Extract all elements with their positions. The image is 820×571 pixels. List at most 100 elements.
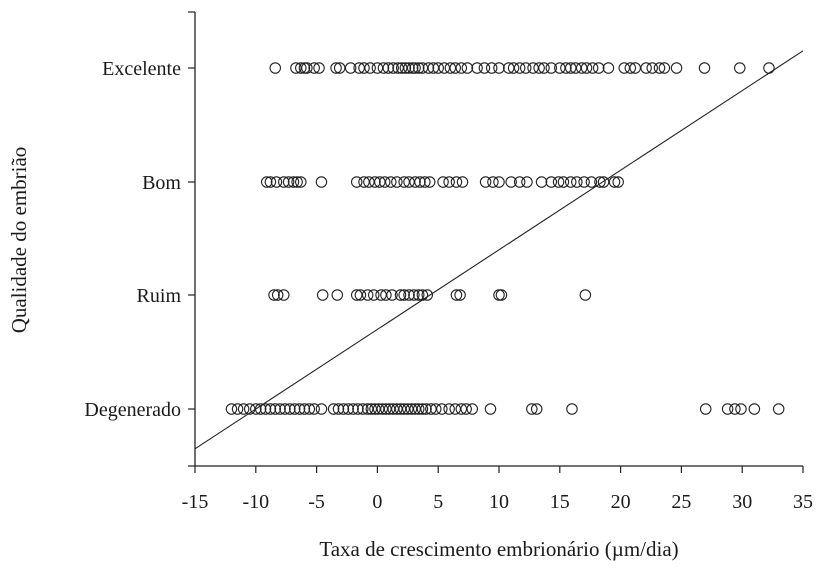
data-point xyxy=(279,403,291,415)
data-point xyxy=(578,176,590,188)
data-point xyxy=(303,403,316,415)
data-point xyxy=(416,403,429,415)
data-point xyxy=(699,403,712,415)
data-point xyxy=(287,176,300,188)
data-point xyxy=(398,176,410,188)
data-point xyxy=(403,62,415,74)
data-point xyxy=(380,403,392,415)
data-point xyxy=(394,403,407,415)
data-point xyxy=(519,62,532,74)
data-point xyxy=(479,176,492,188)
x-tick-label: 0 xyxy=(372,491,382,513)
data-point xyxy=(282,176,295,188)
data-point xyxy=(513,62,526,74)
data-point xyxy=(449,62,461,74)
data-point xyxy=(361,289,374,301)
data-point xyxy=(315,176,328,188)
data-point xyxy=(478,62,491,74)
data-point xyxy=(403,289,415,301)
data-point xyxy=(454,289,466,301)
y-axis-ticks: Degenerado Ruim Bom Excelente xyxy=(84,11,195,467)
data-point xyxy=(378,176,391,188)
x-tick-label: 5 xyxy=(433,491,443,513)
data-point xyxy=(333,62,346,74)
y-axis-title: Qualidade do embrião xyxy=(7,147,31,334)
data-point xyxy=(443,176,455,188)
data-point xyxy=(412,289,425,301)
data-point xyxy=(729,403,741,415)
data-point xyxy=(274,403,286,415)
data-point xyxy=(580,62,593,74)
data-point xyxy=(535,176,548,188)
data-point xyxy=(270,176,283,188)
data-point xyxy=(367,289,380,301)
data-point xyxy=(382,62,395,74)
data-point xyxy=(425,403,437,415)
data-point xyxy=(437,176,449,188)
y-tick-label: Bom xyxy=(142,172,181,194)
data-point xyxy=(380,289,392,301)
x-axis-title: Taxa de crescimento embrionário (µm/dia) xyxy=(319,537,678,561)
data-point xyxy=(670,62,683,74)
data-point xyxy=(377,62,390,74)
data-point xyxy=(521,176,533,188)
data-point xyxy=(450,289,463,301)
data-point xyxy=(586,62,599,74)
data-point xyxy=(420,403,432,415)
data-point xyxy=(721,403,734,415)
plot-area xyxy=(194,50,804,450)
data-point xyxy=(316,289,329,301)
data-point xyxy=(414,176,426,188)
data-point xyxy=(460,403,472,415)
data-point xyxy=(423,176,436,188)
data-point xyxy=(259,403,272,415)
data-point xyxy=(624,62,637,74)
x-axis-ticks: -15 -10 -5 0 5 10 15 20 25 30 35 xyxy=(182,466,813,513)
x-tick-label: -15 xyxy=(182,491,209,513)
data-point xyxy=(545,62,558,74)
data-point xyxy=(293,403,306,415)
data-point xyxy=(369,176,381,188)
data-point xyxy=(387,62,399,74)
data-point xyxy=(538,62,550,74)
data-point xyxy=(331,289,344,301)
data-point xyxy=(332,403,345,415)
x-tick-label: 20 xyxy=(611,491,631,513)
data-point xyxy=(564,176,577,188)
data-point xyxy=(443,403,455,415)
data-point xyxy=(612,176,624,188)
data-point xyxy=(269,62,282,74)
data-point xyxy=(455,62,468,74)
data-point xyxy=(254,403,267,415)
data-point xyxy=(564,62,577,74)
data-point xyxy=(315,403,328,415)
data-point xyxy=(412,403,425,415)
data-point xyxy=(461,62,474,74)
data-point xyxy=(354,289,367,301)
data-point xyxy=(571,176,583,188)
data-point xyxy=(552,176,565,188)
data-point xyxy=(386,289,398,301)
data-point xyxy=(394,289,407,301)
data-point xyxy=(436,403,448,415)
data-point xyxy=(618,62,630,74)
data-point xyxy=(308,403,320,415)
y-tick-label: Excelente xyxy=(102,58,181,80)
x-tick-label: 10 xyxy=(489,491,509,513)
data-point xyxy=(408,289,420,301)
data-point xyxy=(560,62,572,74)
data-point xyxy=(485,62,498,74)
x-tick-label: 35 xyxy=(793,491,813,513)
data-point xyxy=(358,176,370,188)
x-tick-label: -10 xyxy=(242,491,269,513)
data-point xyxy=(698,62,711,74)
data-point xyxy=(495,289,508,301)
data-point xyxy=(430,403,442,415)
data-point xyxy=(231,403,244,415)
data-point xyxy=(268,289,280,301)
data-point xyxy=(471,62,483,74)
x-tick-label: -5 xyxy=(308,491,325,513)
data-point xyxy=(398,403,410,415)
data-point xyxy=(735,403,747,415)
